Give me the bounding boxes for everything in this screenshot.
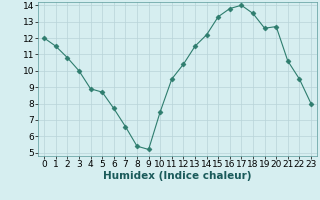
X-axis label: Humidex (Indice chaleur): Humidex (Indice chaleur) [103, 171, 252, 181]
